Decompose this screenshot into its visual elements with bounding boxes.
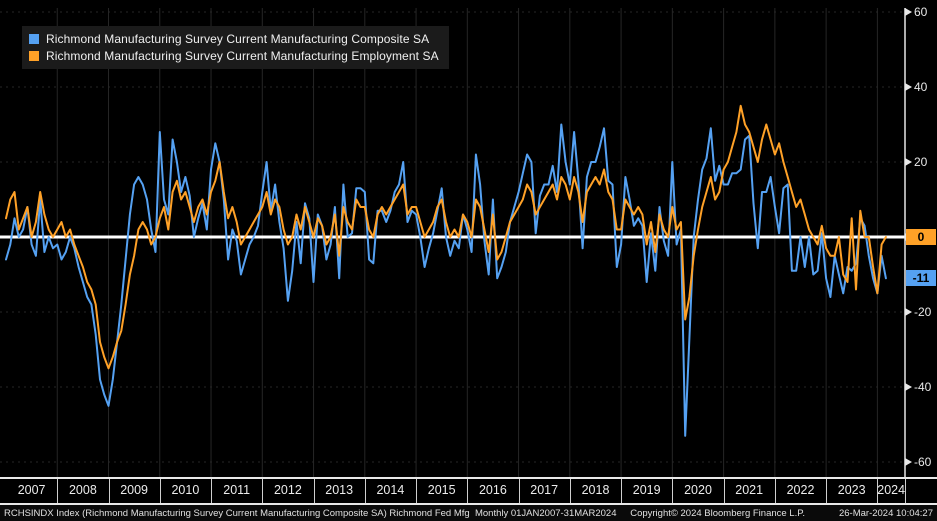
x-axis-year-label: 2015 xyxy=(427,483,456,497)
y-axis-tick-label: -20 xyxy=(914,305,932,319)
y-axis-tick-label: 60 xyxy=(914,5,928,19)
x-axis-year-label: 2010 xyxy=(171,483,200,497)
x-axis-separator xyxy=(159,479,161,503)
y-tick-arrow-icon xyxy=(905,308,912,316)
y-tick-arrow-icon xyxy=(905,383,912,391)
x-axis-separator xyxy=(262,479,264,503)
x-axis-year-label: 2020 xyxy=(684,483,712,497)
x-axis-year-label: 2016 xyxy=(478,483,507,497)
legend-item-employment[interactable]: Richmond Manufacturing Survey Current Ma… xyxy=(29,47,439,64)
legend-label-composite: Richmond Manufacturing Survey Current Ma… xyxy=(46,31,430,46)
x-axis: 2007 2008 2009 2010 2011 2012 2013 2014 2015 2016… xyxy=(0,477,937,505)
x-axis-separator xyxy=(57,479,59,503)
x-axis-separator xyxy=(211,479,212,503)
x-axis-separator xyxy=(313,479,315,503)
x-axis-separator xyxy=(621,479,623,503)
y-axis-tick-label: 20 xyxy=(914,155,928,169)
y-axis-tick-label: -40 xyxy=(914,380,932,394)
legend-item-composite[interactable]: Richmond Manufacturing Survey Current Ma… xyxy=(29,30,439,47)
x-axis-year-label: 2012 xyxy=(273,483,302,497)
x-axis-separator xyxy=(467,479,469,503)
copyright-text: Copyright© 2024 Bloomberg Finance L.P. xyxy=(630,507,805,519)
y-axis-tick-label: -60 xyxy=(914,455,932,469)
x-axis-separator xyxy=(826,479,828,503)
legend-swatch-employment xyxy=(29,50,39,61)
x-axis-year-label: 2009 xyxy=(120,483,148,497)
last-value-badge-composite: -11 xyxy=(906,270,936,287)
x-axis-year-label: 2019 xyxy=(632,483,661,497)
x-axis-year-label: 2013 xyxy=(325,483,354,497)
x-axis-separator xyxy=(905,479,906,503)
x-axis-separator xyxy=(364,479,366,503)
y-axis-tick-label: 40 xyxy=(914,80,928,94)
legend: Richmond Manufacturing Survey Current Ma… xyxy=(22,26,449,69)
y-tick-arrow-icon xyxy=(905,458,912,466)
x-axis-separator xyxy=(877,479,879,503)
y-tick-arrow-icon xyxy=(905,158,912,166)
x-axis-separator xyxy=(672,479,674,503)
y-tick-arrow-icon xyxy=(905,8,912,16)
legend-label-employment: Richmond Manufacturing Survey Current Ma… xyxy=(46,48,439,63)
x-axis-year-label: 2011 xyxy=(223,483,251,497)
series-line-composite xyxy=(5,123,887,437)
x-axis-separator xyxy=(416,479,418,503)
legend-swatch-composite xyxy=(29,33,39,44)
x-axis-year-label: 2017 xyxy=(530,483,559,497)
x-axis-year-label: 2022 xyxy=(786,483,815,497)
x-axis-year-label: 2014 xyxy=(376,483,405,497)
x-axis-year-label: 2008 xyxy=(68,483,97,497)
series-line-employment xyxy=(5,104,887,370)
x-axis-year-label: 2023 xyxy=(837,483,866,497)
x-axis-year-label: 2024 xyxy=(877,483,906,497)
ticker-description: RCHSINDX Index (Richmond Manufacturing S… xyxy=(4,507,617,519)
x-axis-separator xyxy=(723,479,725,503)
x-axis-separator xyxy=(518,479,520,503)
last-value-badge-employment: 0 xyxy=(906,229,936,245)
status-bar: RCHSINDX Index (Richmond Manufacturing S… xyxy=(0,505,937,521)
x-axis-separator xyxy=(774,479,776,503)
x-axis-year-label: 2018 xyxy=(581,483,610,497)
x-axis-year-label: 2021 xyxy=(735,483,764,497)
datetime-text: 26-Mar-2024 10:04:27 xyxy=(838,507,933,519)
x-axis-separator xyxy=(108,479,110,503)
y-tick-arrow-icon xyxy=(905,83,912,91)
x-axis-separator xyxy=(569,479,571,503)
x-axis-year-label: 2007 xyxy=(17,483,46,497)
